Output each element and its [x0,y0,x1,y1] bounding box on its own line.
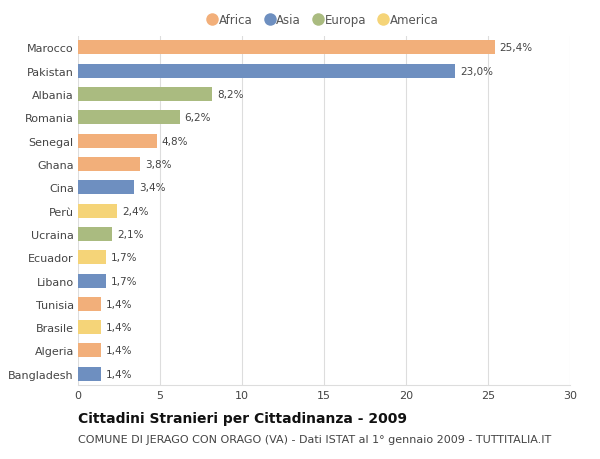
Text: 1,4%: 1,4% [106,346,133,356]
Text: 1,7%: 1,7% [111,252,137,263]
Text: 1,4%: 1,4% [106,369,133,379]
Bar [78,65,455,78]
Text: 8,2%: 8,2% [217,90,244,100]
Bar [78,344,101,358]
Bar [78,320,101,335]
Text: 25,4%: 25,4% [499,43,533,53]
Bar [78,157,140,172]
Text: 2,1%: 2,1% [118,230,144,240]
Bar [78,251,106,265]
Bar [78,111,179,125]
Text: 1,7%: 1,7% [111,276,137,286]
Bar [78,88,212,102]
Text: 1,4%: 1,4% [106,322,133,332]
Bar [78,227,112,241]
Text: 2,4%: 2,4% [122,206,149,216]
Text: Cittadini Stranieri per Cittadinanza - 2009: Cittadini Stranieri per Cittadinanza - 2… [78,411,407,425]
Bar [78,134,157,148]
Bar [78,274,106,288]
Bar [78,204,118,218]
Bar [78,367,101,381]
Bar [78,297,101,311]
Bar [78,181,134,195]
Text: 6,2%: 6,2% [185,113,211,123]
Legend: Africa, Asia, Europa, America: Africa, Asia, Europa, America [205,10,443,32]
Text: 4,8%: 4,8% [161,136,188,146]
Text: 3,8%: 3,8% [145,160,172,170]
Text: COMUNE DI JERAGO CON ORAGO (VA) - Dati ISTAT al 1° gennaio 2009 - TUTTITALIA.IT: COMUNE DI JERAGO CON ORAGO (VA) - Dati I… [78,434,551,444]
Text: 1,4%: 1,4% [106,299,133,309]
Text: 3,4%: 3,4% [139,183,165,193]
Text: 23,0%: 23,0% [460,67,493,77]
Bar [78,41,494,56]
